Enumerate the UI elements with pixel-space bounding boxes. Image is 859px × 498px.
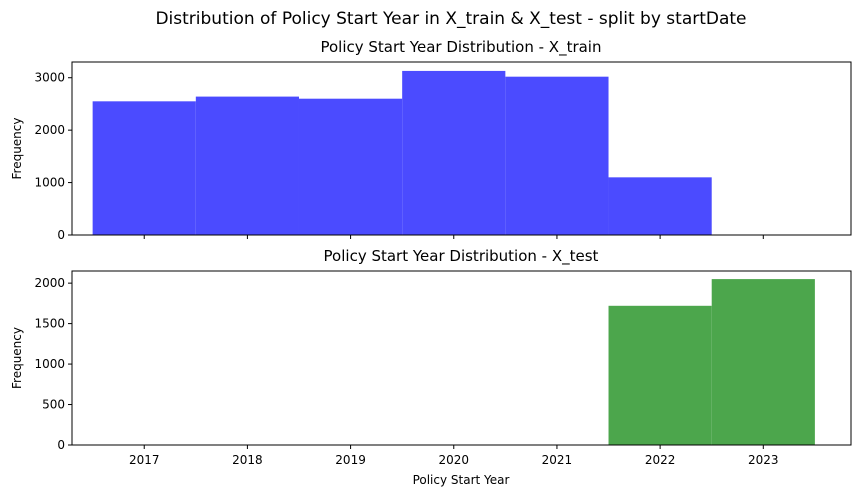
train-y-axis-label: Frequency — [10, 118, 24, 180]
train-y-tick-label: 0 — [57, 228, 65, 242]
test-x-tick-label: 2018 — [232, 453, 263, 467]
train-bar-2019 — [298, 98, 403, 236]
test-bars — [608, 279, 815, 445]
test-x-tick-label: 2019 — [335, 453, 366, 467]
test-panel-title: Policy Start Year Distribution - X_test — [324, 247, 599, 266]
train-bar-2022 — [608, 177, 712, 235]
train-y-tick-label: 3000 — [34, 71, 65, 85]
test-y-tick-label: 1500 — [34, 317, 65, 331]
test-bar-2023 — [711, 279, 815, 445]
train-bar-2021 — [505, 76, 609, 235]
train-panel-title: Policy Start Year Distribution - X_train — [320, 38, 601, 57]
train-bar-2020 — [402, 70, 506, 235]
test-y-axis-label: Frequency — [10, 327, 24, 389]
train-panel: Policy Start Year Distribution - X_train… — [10, 38, 852, 242]
test-y-tick-label: 0 — [57, 438, 65, 452]
train-bars — [92, 70, 712, 236]
test-x-axis-label: Policy Start Year — [413, 473, 510, 487]
test-y-axis: 0 500 1000 1500 2000 — [34, 276, 72, 452]
test-x-axis: 2017 2018 2019 2020 2021 2022 2023 — [129, 445, 779, 467]
test-y-tick-label: 2000 — [34, 276, 65, 290]
test-panel: Policy Start Year Distribution - X_test … — [10, 247, 852, 487]
train-bar-2017 — [92, 101, 196, 236]
test-x-tick-label: 2021 — [542, 453, 573, 467]
figure-suptitle: Distribution of Policy Start Year in X_t… — [155, 9, 746, 29]
test-y-tick-label: 500 — [42, 398, 65, 412]
train-y-tick-label: 2000 — [34, 123, 65, 137]
train-y-axis: 0 1000 2000 3000 — [34, 71, 72, 242]
train-bar-2018 — [195, 96, 299, 235]
test-axes-frame — [71, 270, 852, 446]
test-x-tick-label: 2022 — [645, 453, 676, 467]
test-x-tick-label: 2017 — [129, 453, 160, 467]
train-x-axis — [143, 235, 764, 239]
test-x-tick-label: 2023 — [748, 453, 779, 467]
train-y-tick-label: 1000 — [34, 176, 65, 190]
test-y-tick-label: 1000 — [34, 357, 65, 371]
test-bar-2022 — [608, 305, 712, 445]
train-axes-frame — [71, 61, 852, 236]
test-x-tick-label: 2020 — [438, 453, 469, 467]
